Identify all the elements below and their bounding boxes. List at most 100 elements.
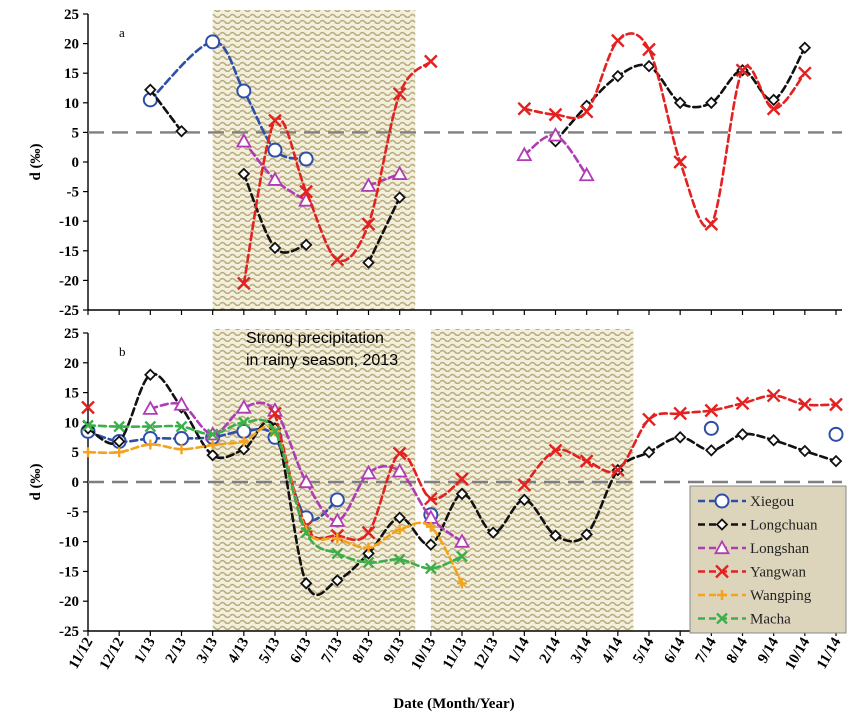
x-tick-label: 10/13 — [408, 635, 439, 673]
x-tick-label: 12/12 — [97, 635, 128, 673]
data-point-wangping — [394, 524, 405, 535]
legend-marker-yangwan — [715, 564, 729, 579]
panel-b: 25 20 15 10 5 0 -5 -10 -15 -20 -25 b d (‰) Strong pre… — [28, 326, 847, 712]
data-point-longchuan — [175, 124, 188, 138]
data-point-yangwan — [517, 478, 532, 492]
data-point-macha — [206, 428, 219, 441]
x-tick-label: 8/13 — [350, 635, 377, 666]
y-tick-label: -20 — [59, 594, 79, 610]
data-point-longchuan — [767, 93, 780, 107]
data-point-longchuan — [237, 167, 251, 181]
data-point-longchuan — [611, 69, 625, 83]
y-tick-label: 25 — [64, 7, 79, 23]
data-point-yangwan — [330, 252, 345, 267]
data-point-yangwan — [548, 107, 563, 122]
data-point-yangwan — [423, 54, 438, 69]
data-point-longchuan — [549, 529, 562, 542]
data-point-macha — [82, 419, 94, 432]
annotation-text: Strong precipitation — [246, 330, 384, 347]
data-point-longchuan — [642, 445, 656, 459]
legend-label-macha: Macha — [750, 612, 791, 628]
data-point-yangwan — [517, 101, 532, 116]
legend-marker-longchuan — [715, 518, 729, 531]
data-point-longshan — [173, 396, 190, 411]
data-point-xiegou — [703, 420, 719, 436]
data-point-wangping — [207, 440, 218, 451]
x-tick-label: 12/13 — [471, 635, 502, 673]
data-point-yangwan — [423, 491, 438, 506]
data-point-yangwan — [610, 33, 625, 48]
x-axis-title: Date (Month/Year) — [393, 696, 514, 712]
data-point-longchuan — [112, 435, 126, 448]
y-tick-label: -20 — [59, 273, 79, 289]
data-point-longchuan — [455, 487, 469, 501]
data-point-yangwan — [766, 101, 781, 116]
y-tick-label: 0 — [72, 155, 80, 171]
series-line-yangwan — [523, 394, 838, 487]
data-point-longchuan — [362, 547, 375, 560]
y-axis-title: d (‰) — [28, 463, 44, 500]
data-point-macha — [175, 420, 188, 433]
y-tick-label: -10 — [59, 214, 79, 230]
data-point-yangwan — [610, 463, 625, 477]
y-tick-label: 10 — [64, 96, 79, 112]
data-point-yangwan — [81, 400, 95, 415]
y-tick-label: 5 — [72, 125, 80, 141]
series-line-longchuan — [554, 46, 807, 143]
data-point-yangwan — [361, 217, 376, 232]
x-tick-label: 9/13 — [381, 635, 408, 666]
data-point-macha — [456, 550, 468, 563]
data-point-longchuan — [798, 41, 812, 55]
data-point-yangwan — [455, 472, 469, 486]
data-point-macha — [362, 556, 375, 569]
x-tick-label: 11/14 — [814, 635, 845, 672]
data-point-yangwan — [642, 412, 656, 427]
data-point-yangwan — [673, 406, 688, 421]
data-point-yangwan — [735, 396, 750, 411]
data-point-longshan — [235, 399, 252, 414]
series-yangwan — [236, 32, 812, 291]
data-point-xiegou — [205, 34, 221, 50]
x-tick-label: 10/14 — [782, 635, 813, 673]
x-tick-label: 6/13 — [287, 635, 314, 666]
data-point-yangwan — [579, 454, 594, 468]
data-point-yangwan — [392, 87, 407, 101]
x-tick-label: 5/14 — [630, 635, 657, 667]
data-point-longshan — [516, 146, 533, 161]
data-point-longshan — [360, 464, 377, 480]
legend-marker-wangping — [717, 590, 727, 600]
x-tick-label: 7/14 — [693, 635, 720, 667]
legend-label-longchuan: Longchuan — [750, 518, 818, 534]
series-line-yangwan — [523, 32, 807, 229]
data-point-longchuan — [736, 428, 749, 441]
y-tick-label: -15 — [59, 564, 79, 580]
data-point-macha — [331, 547, 344, 560]
y-tick-label: 10 — [64, 415, 79, 431]
data-point-longshan — [142, 400, 159, 415]
panel-letter: a — [119, 25, 125, 40]
data-point-longshan — [298, 473, 315, 489]
legend-label-wangping: Wangping — [750, 588, 812, 604]
annotation-text: in rainy season, 2013 — [246, 352, 398, 369]
data-point-macha — [113, 420, 126, 433]
legend-label-xiegou: Xiegou — [750, 494, 795, 510]
y-tick-label: -25 — [59, 624, 79, 640]
series-longshan — [235, 127, 595, 207]
data-point-longshan — [453, 533, 471, 548]
data-point-wangping — [363, 542, 374, 553]
data-point-yangwan — [236, 276, 251, 291]
y-tick-label: 25 — [64, 326, 79, 342]
data-point-yangwan — [704, 403, 719, 418]
y-tick-label: -15 — [59, 244, 79, 260]
y-tick-label: 15 — [64, 66, 79, 82]
data-point-yangwan — [579, 104, 594, 119]
data-point-yangwan — [268, 406, 282, 421]
data-point-wangping — [425, 521, 436, 532]
data-point-yangwan — [766, 388, 781, 403]
x-tick-label: 9/14 — [755, 635, 782, 667]
y-tick-label: -5 — [67, 505, 80, 521]
legend-label-yangwan: Yangwan — [750, 565, 806, 581]
series-line-longchuan — [149, 88, 183, 133]
data-point-wangping — [332, 533, 343, 544]
